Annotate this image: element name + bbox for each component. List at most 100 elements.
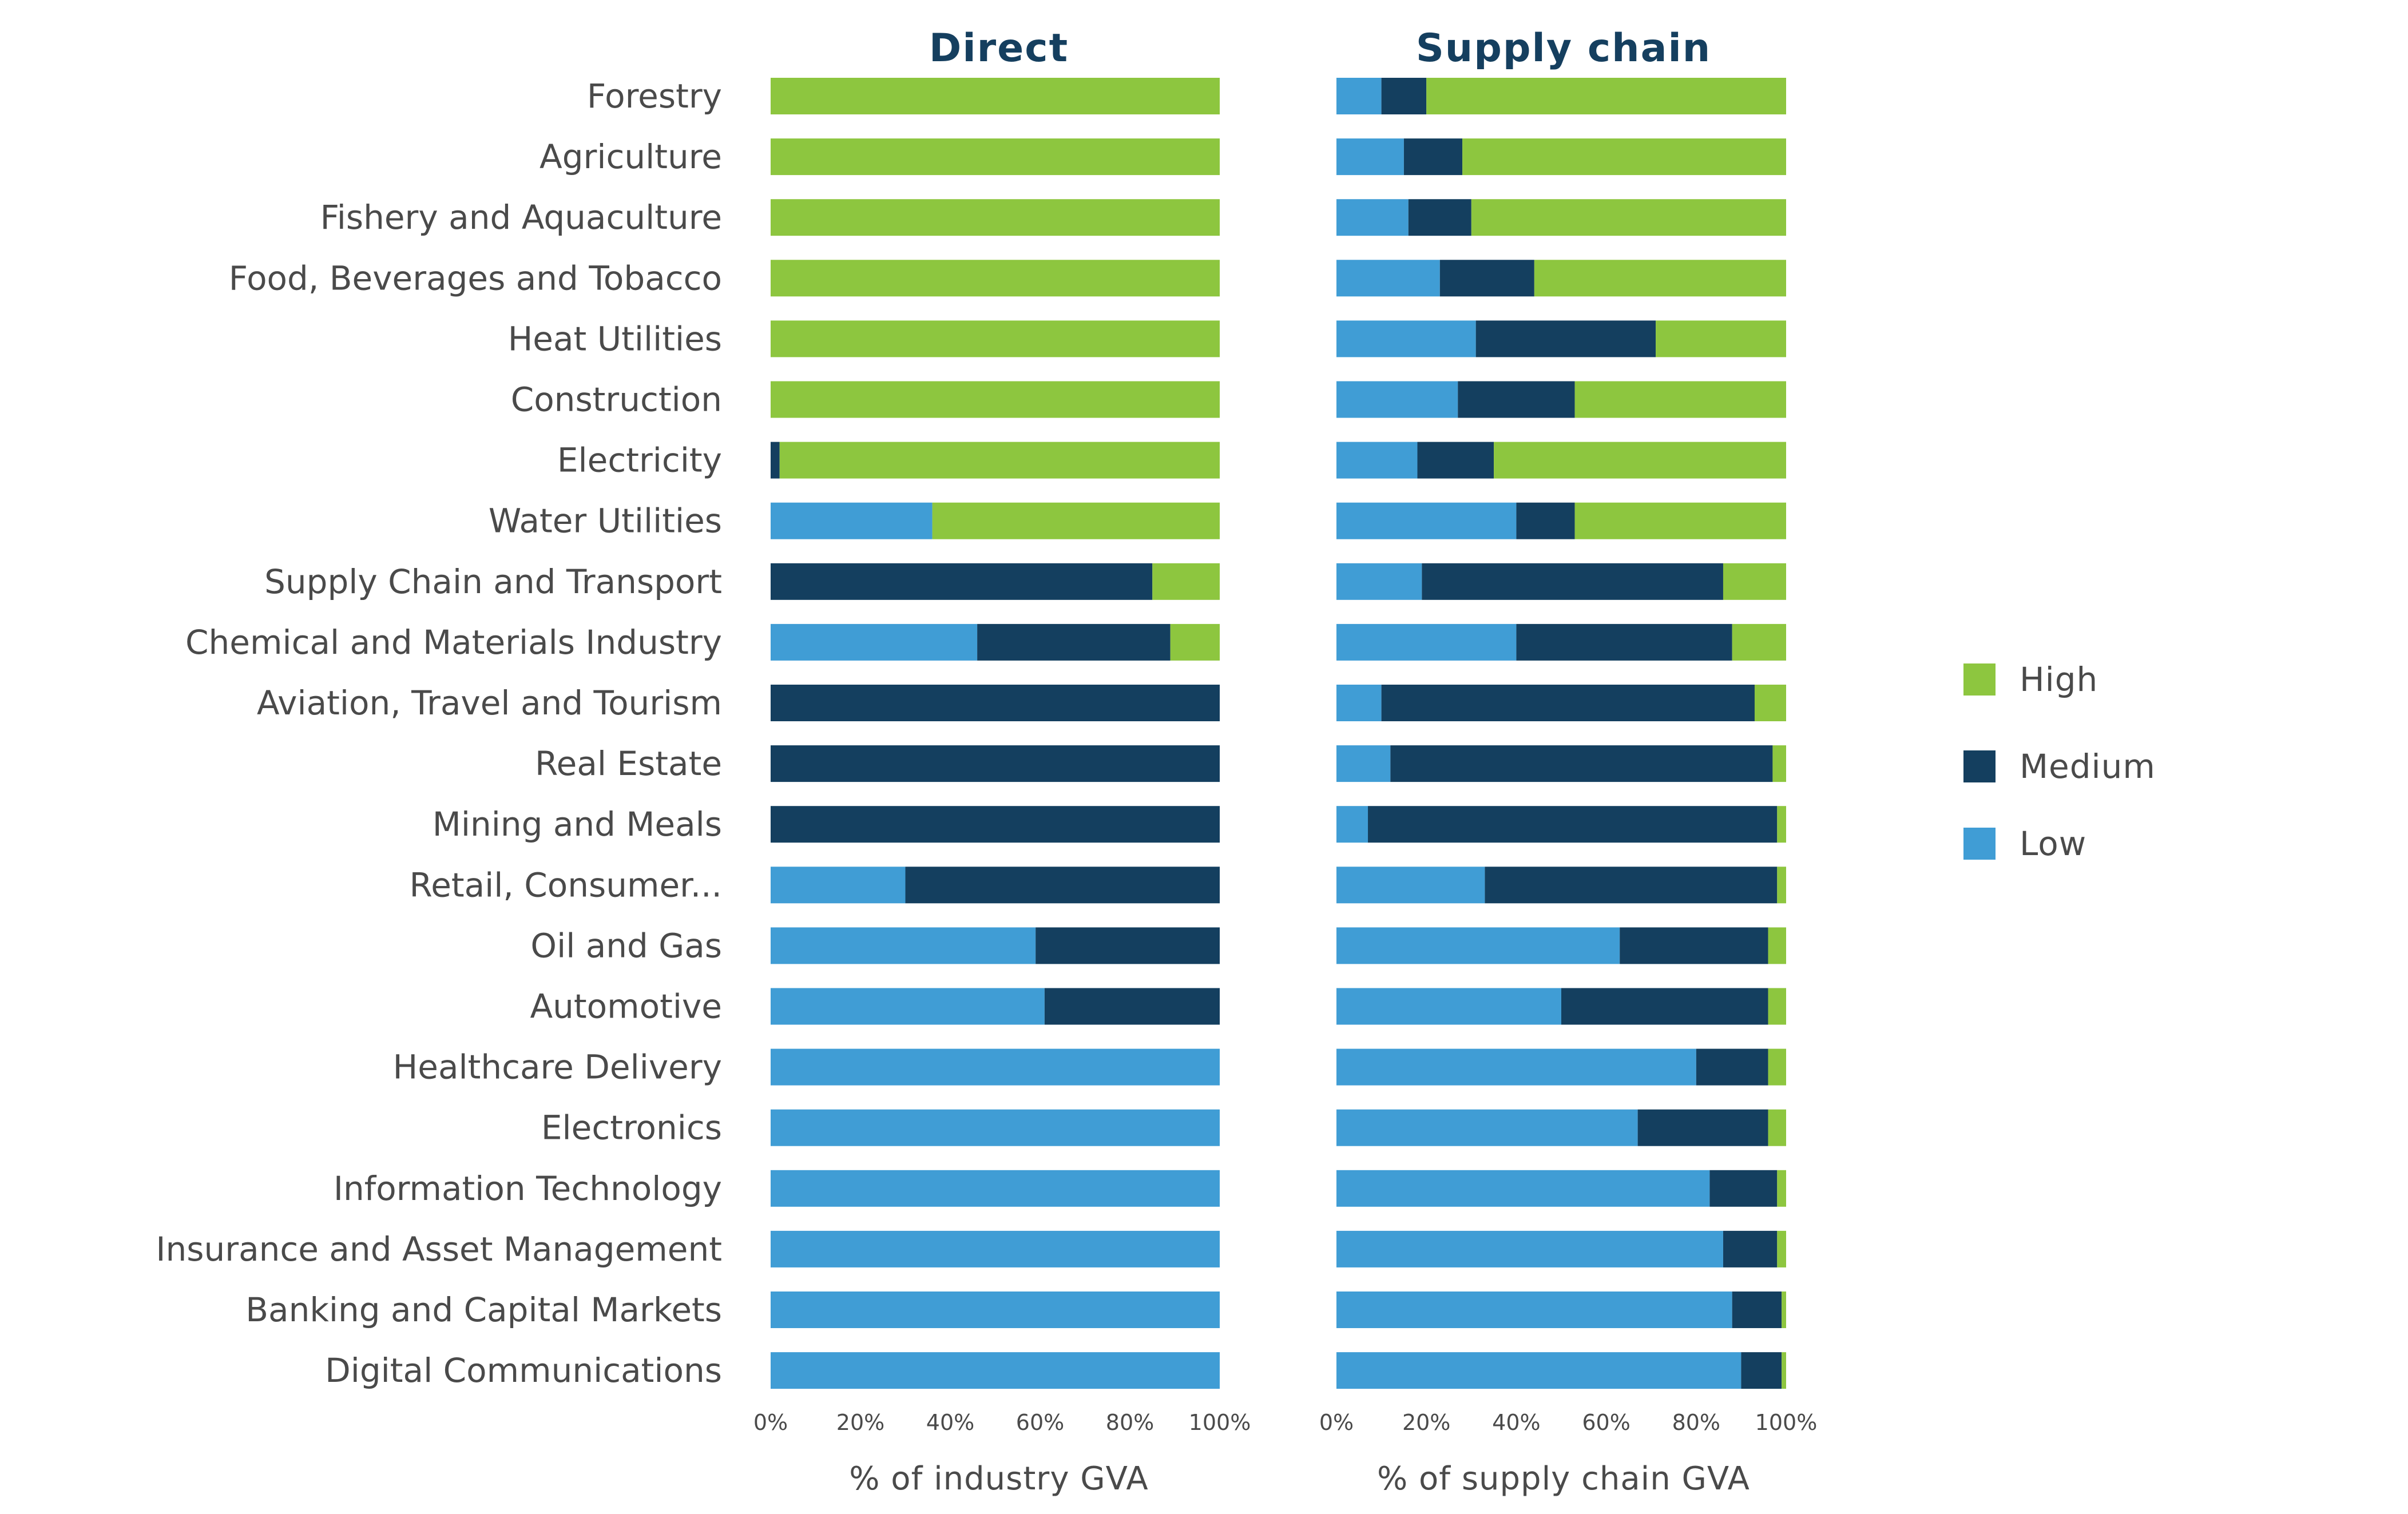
bar-supply-chain-supply-chain-and-transport-low bbox=[1336, 563, 1422, 600]
x-tick-direct-40pct: 40% bbox=[926, 1410, 974, 1435]
bar-supply-chain-forestry-low bbox=[1336, 78, 1382, 114]
bar-supply-chain-chemical-and-materials-industry-low bbox=[1336, 623, 1517, 661]
x-axis-label-direct: % of industry GVA bbox=[849, 1460, 1148, 1497]
bars-direct bbox=[771, 78, 1220, 1389]
legend-label-low: Low bbox=[2020, 824, 2086, 863]
bar-supply-chain-aviation-travel-and-tourism-medium bbox=[1381, 685, 1755, 721]
bar-supply-chain-construction-medium bbox=[1458, 381, 1575, 418]
x-tick-supply-chain-20pct: 20% bbox=[1402, 1410, 1450, 1435]
bar-direct-supply-chain-and-transport-medium bbox=[771, 563, 1153, 600]
legend-swatch-medium bbox=[1963, 750, 1996, 782]
bar-supply-chain-aviation-travel-and-tourism-low bbox=[1336, 685, 1382, 721]
legend-label-high: High bbox=[2020, 660, 2098, 699]
x-tick-supply-chain-80pct: 80% bbox=[1672, 1410, 1720, 1435]
bar-direct-electronics-low bbox=[771, 1109, 1220, 1146]
bar-supply-chain-insurance-and-asset-management-medium bbox=[1723, 1230, 1778, 1267]
bar-supply-chain-real-estate-low bbox=[1336, 745, 1391, 782]
bar-supply-chain-automotive-low bbox=[1336, 988, 1561, 1025]
bar-supply-chain-heat-utilities-medium bbox=[1475, 320, 1656, 357]
bar-supply-chain-information-technology-high bbox=[1777, 1170, 1786, 1207]
bar-supply-chain-water-utilities-medium bbox=[1516, 502, 1575, 539]
legend: High Medium Low bbox=[1963, 660, 2156, 863]
bar-direct-mining-and-meals-medium bbox=[771, 806, 1220, 843]
bar-supply-chain-forestry-medium bbox=[1381, 78, 1427, 114]
bar-supply-chain-electronics-medium bbox=[1637, 1109, 1768, 1146]
bar-supply-chain-healthcare-delivery-medium bbox=[1696, 1048, 1768, 1086]
bar-supply-chain-supply-chain-and-transport-high bbox=[1723, 563, 1786, 600]
bar-supply-chain-insurance-and-asset-management-low bbox=[1336, 1230, 1723, 1267]
legend-swatch-high bbox=[1963, 663, 1996, 696]
category-label-chemical-and-materials-industry: Chemical and Materials Industry bbox=[185, 623, 722, 662]
bar-direct-supply-chain-and-transport-high bbox=[1152, 563, 1220, 600]
bar-supply-chain-heat-utilities-low bbox=[1336, 320, 1476, 357]
x-axis-label-supply-chain: % of supply chain GVA bbox=[1377, 1460, 1750, 1497]
bar-direct-electricity-high bbox=[779, 442, 1220, 479]
bar-supply-chain-agriculture-medium bbox=[1403, 138, 1463, 176]
bar-direct-agriculture-high bbox=[771, 138, 1220, 176]
bar-direct-chemical-and-materials-industry-medium bbox=[977, 623, 1171, 661]
bar-supply-chain-digital-communications-low bbox=[1336, 1352, 1741, 1389]
category-label-fishery-and-aquaculture: Fishery and Aquaculture bbox=[320, 198, 722, 237]
bar-direct-automotive-medium bbox=[1044, 988, 1220, 1025]
bar-supply-chain-chemical-and-materials-industry-medium bbox=[1516, 623, 1732, 661]
bar-supply-chain-real-estate-high bbox=[1772, 745, 1786, 782]
bar-supply-chain-oil-and-gas-low bbox=[1336, 927, 1620, 964]
bar-supply-chain-retail-consumer-low bbox=[1336, 867, 1485, 904]
bar-direct-real-estate-medium bbox=[771, 745, 1220, 782]
bar-direct-retail-consumer-medium bbox=[905, 867, 1220, 904]
category-label-insurance-and-asset-management: Insurance and Asset Management bbox=[156, 1230, 722, 1269]
bar-supply-chain-insurance-and-asset-management-high bbox=[1777, 1230, 1786, 1267]
bar-direct-water-utilities-low bbox=[771, 502, 933, 539]
bar-supply-chain-information-technology-low bbox=[1336, 1170, 1710, 1207]
bar-direct-chemical-and-materials-industry-low bbox=[771, 623, 978, 661]
bar-supply-chain-water-utilities-low bbox=[1336, 502, 1517, 539]
legend-swatch-low bbox=[1963, 828, 1996, 860]
legend-label-medium: Medium bbox=[2020, 747, 2156, 786]
bar-supply-chain-healthcare-delivery-high bbox=[1768, 1048, 1786, 1086]
bar-direct-food-beverages-and-tobacco-high bbox=[771, 260, 1220, 297]
category-label-retail-consumer: Retail, Consumer... bbox=[410, 865, 723, 904]
bar-supply-chain-electronics-low bbox=[1336, 1109, 1638, 1146]
bar-direct-aviation-travel-and-tourism-medium bbox=[771, 685, 1220, 721]
bar-direct-forestry-high bbox=[771, 78, 1220, 114]
bar-supply-chain-fishery-and-aquaculture-high bbox=[1471, 199, 1786, 236]
bar-supply-chain-digital-communications-high bbox=[1782, 1352, 1786, 1389]
bar-supply-chain-chemical-and-materials-industry-high bbox=[1732, 623, 1786, 661]
category-label-oil-and-gas: Oil and Gas bbox=[530, 926, 722, 965]
category-label-construction: Construction bbox=[511, 380, 722, 419]
bar-supply-chain-fishery-and-aquaculture-medium bbox=[1408, 199, 1471, 236]
bar-supply-chain-automotive-high bbox=[1768, 988, 1786, 1025]
bar-direct-heat-utilities-high bbox=[771, 320, 1220, 357]
bar-supply-chain-banking-and-capital-markets-low bbox=[1336, 1292, 1732, 1328]
category-label-electronics: Electronics bbox=[541, 1108, 722, 1147]
x-tick-supply-chain-100pct: 100% bbox=[1755, 1410, 1818, 1435]
bar-supply-chain-information-technology-medium bbox=[1709, 1170, 1778, 1207]
category-label-information-technology: Information Technology bbox=[334, 1169, 722, 1208]
category-label-forestry: Forestry bbox=[587, 77, 722, 116]
bar-direct-retail-consumer-low bbox=[771, 867, 906, 904]
bar-supply-chain-fishery-and-aquaculture-low bbox=[1336, 199, 1409, 236]
bar-supply-chain-banking-and-capital-markets-high bbox=[1782, 1292, 1786, 1328]
bar-supply-chain-forestry-high bbox=[1426, 78, 1786, 114]
bar-direct-information-technology-low bbox=[771, 1170, 1220, 1207]
category-label-digital-communications: Digital Communications bbox=[325, 1351, 722, 1390]
category-label-water-utilities: Water Utilities bbox=[489, 502, 722, 541]
category-label-agriculture: Agriculture bbox=[539, 137, 722, 176]
category-label-aviation-travel-and-tourism: Aviation, Travel and Tourism bbox=[257, 684, 722, 722]
bar-supply-chain-mining-and-meals-medium bbox=[1368, 806, 1778, 843]
bar-supply-chain-oil-and-gas-medium bbox=[1620, 927, 1768, 964]
bar-supply-chain-aviation-travel-and-tourism-high bbox=[1754, 685, 1786, 721]
bar-supply-chain-food-beverages-and-tobacco-low bbox=[1336, 260, 1440, 297]
bar-supply-chain-electricity-low bbox=[1336, 442, 1418, 479]
panel-direct: Direct 0% 20% 40% 60% 80% 100% % of industry … bbox=[753, 26, 1251, 1497]
panel-supply-chain: Supply chain 0% 20% 40% 60% 80% 100% % of sup… bbox=[1319, 26, 1817, 1497]
bar-direct-healthcare-delivery-low bbox=[771, 1048, 1220, 1086]
bar-direct-fishery-and-aquaculture-high bbox=[771, 199, 1220, 236]
bar-supply-chain-food-beverages-and-tobacco-high bbox=[1534, 260, 1786, 297]
category-label-automotive: Automotive bbox=[530, 987, 722, 1026]
x-tick-direct-60pct: 60% bbox=[1016, 1410, 1064, 1435]
bar-direct-insurance-and-asset-management-low bbox=[771, 1230, 1220, 1267]
bar-supply-chain-real-estate-medium bbox=[1390, 745, 1773, 782]
bar-direct-digital-communications-low bbox=[771, 1352, 1220, 1389]
